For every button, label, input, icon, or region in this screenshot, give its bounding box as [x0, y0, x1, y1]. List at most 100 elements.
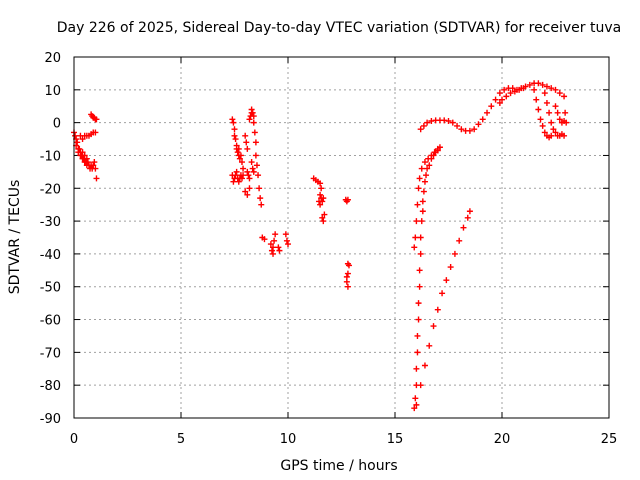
- data-point: [484, 109, 491, 116]
- data-point: [417, 250, 424, 257]
- data-point: [90, 162, 97, 169]
- data-point: [428, 152, 435, 159]
- data-point: [275, 244, 282, 251]
- x-tick-label: 10: [280, 432, 297, 447]
- x-tick-label: 5: [177, 432, 185, 447]
- data-point: [543, 99, 550, 106]
- data-point: [414, 332, 421, 339]
- y-tick-label: -10: [40, 149, 61, 164]
- data-point: [475, 121, 482, 128]
- data-point: [531, 86, 538, 93]
- data-point: [546, 109, 553, 116]
- data-point: [321, 211, 328, 218]
- data-point: [562, 109, 569, 116]
- data-point: [417, 382, 424, 389]
- y-tick-labels: 20 10 0 -10 -20 -30 -40 -50 -60 -70 -80 -90: [40, 51, 61, 427]
- y-tick-label: -30: [40, 215, 61, 230]
- data-point: [543, 83, 550, 90]
- data-point: [270, 244, 277, 251]
- data-point: [533, 96, 540, 103]
- data-point: [235, 145, 242, 152]
- data-point: [91, 159, 98, 166]
- data-point: [418, 165, 425, 172]
- x-tick-label: 15: [387, 432, 404, 447]
- plot-frame: [73, 56, 610, 419]
- data-point: [229, 116, 236, 123]
- data-points: [71, 80, 570, 412]
- data-point: [548, 132, 555, 139]
- data-point: [415, 300, 422, 307]
- data-point: [271, 237, 278, 244]
- data-point: [232, 136, 239, 143]
- y-tick-label: -80: [40, 379, 61, 394]
- data-point: [426, 162, 433, 169]
- y-tick-label: -50: [40, 281, 61, 296]
- y-tick-label: -70: [40, 346, 61, 361]
- x-tick-label: 0: [70, 432, 78, 447]
- data-point: [248, 106, 255, 113]
- data-point: [261, 236, 268, 243]
- data-point: [424, 119, 431, 126]
- y-tick-label: -40: [40, 248, 61, 263]
- data-point: [246, 116, 253, 123]
- data-point: [488, 103, 495, 110]
- data-point: [415, 185, 422, 192]
- data-point: [414, 349, 421, 356]
- data-point: [434, 306, 441, 313]
- data-point: [319, 198, 326, 205]
- data-point: [418, 218, 425, 225]
- data-point: [276, 247, 283, 254]
- data-point: [252, 139, 259, 146]
- data-point: [499, 96, 505, 103]
- y-tick-label: -60: [40, 314, 61, 329]
- data-point: [417, 234, 424, 241]
- y-tick-label: 20: [44, 51, 61, 66]
- data-point: [79, 149, 86, 156]
- data-point: [237, 152, 244, 159]
- data-point: [411, 244, 418, 251]
- data-point: [319, 214, 326, 221]
- data-point: [93, 116, 100, 123]
- data-point: [345, 262, 352, 269]
- data-point: [344, 196, 351, 203]
- data-point: [420, 188, 427, 195]
- data-point: [526, 81, 533, 88]
- data-point: [317, 201, 324, 208]
- data-point: [454, 122, 461, 129]
- data-point: [416, 175, 423, 182]
- data-point: [267, 241, 274, 248]
- data-point: [413, 218, 420, 225]
- x-tick-labels: 0 5 10 15 20 25: [70, 432, 617, 447]
- data-point: [317, 191, 324, 198]
- data-point: [242, 132, 249, 139]
- data-point: [436, 144, 443, 151]
- data-point: [511, 88, 518, 95]
- data-point: [76, 145, 83, 152]
- data-point: [460, 224, 467, 231]
- y-tick-label: 10: [44, 84, 61, 99]
- data-point: [245, 172, 252, 179]
- data-point: [238, 159, 245, 166]
- data-point: [449, 119, 456, 126]
- data-point: [81, 152, 88, 159]
- data-point: [431, 149, 438, 156]
- data-point: [451, 250, 458, 257]
- data-point: [520, 85, 527, 92]
- data-point: [412, 234, 419, 241]
- data-point: [413, 401, 420, 408]
- data-point: [230, 119, 237, 126]
- data-point: [412, 395, 419, 402]
- x-tick-label: 25: [601, 432, 618, 447]
- data-point: [343, 278, 350, 285]
- data-point: [413, 365, 420, 372]
- data-point: [344, 283, 351, 290]
- data-point: [563, 119, 570, 126]
- data-point: [416, 283, 423, 290]
- data-point: [233, 168, 240, 175]
- data-point: [252, 152, 259, 159]
- data-point: [72, 132, 79, 139]
- data-point: [253, 162, 260, 169]
- data-point: [421, 159, 428, 166]
- data-point: [231, 132, 238, 139]
